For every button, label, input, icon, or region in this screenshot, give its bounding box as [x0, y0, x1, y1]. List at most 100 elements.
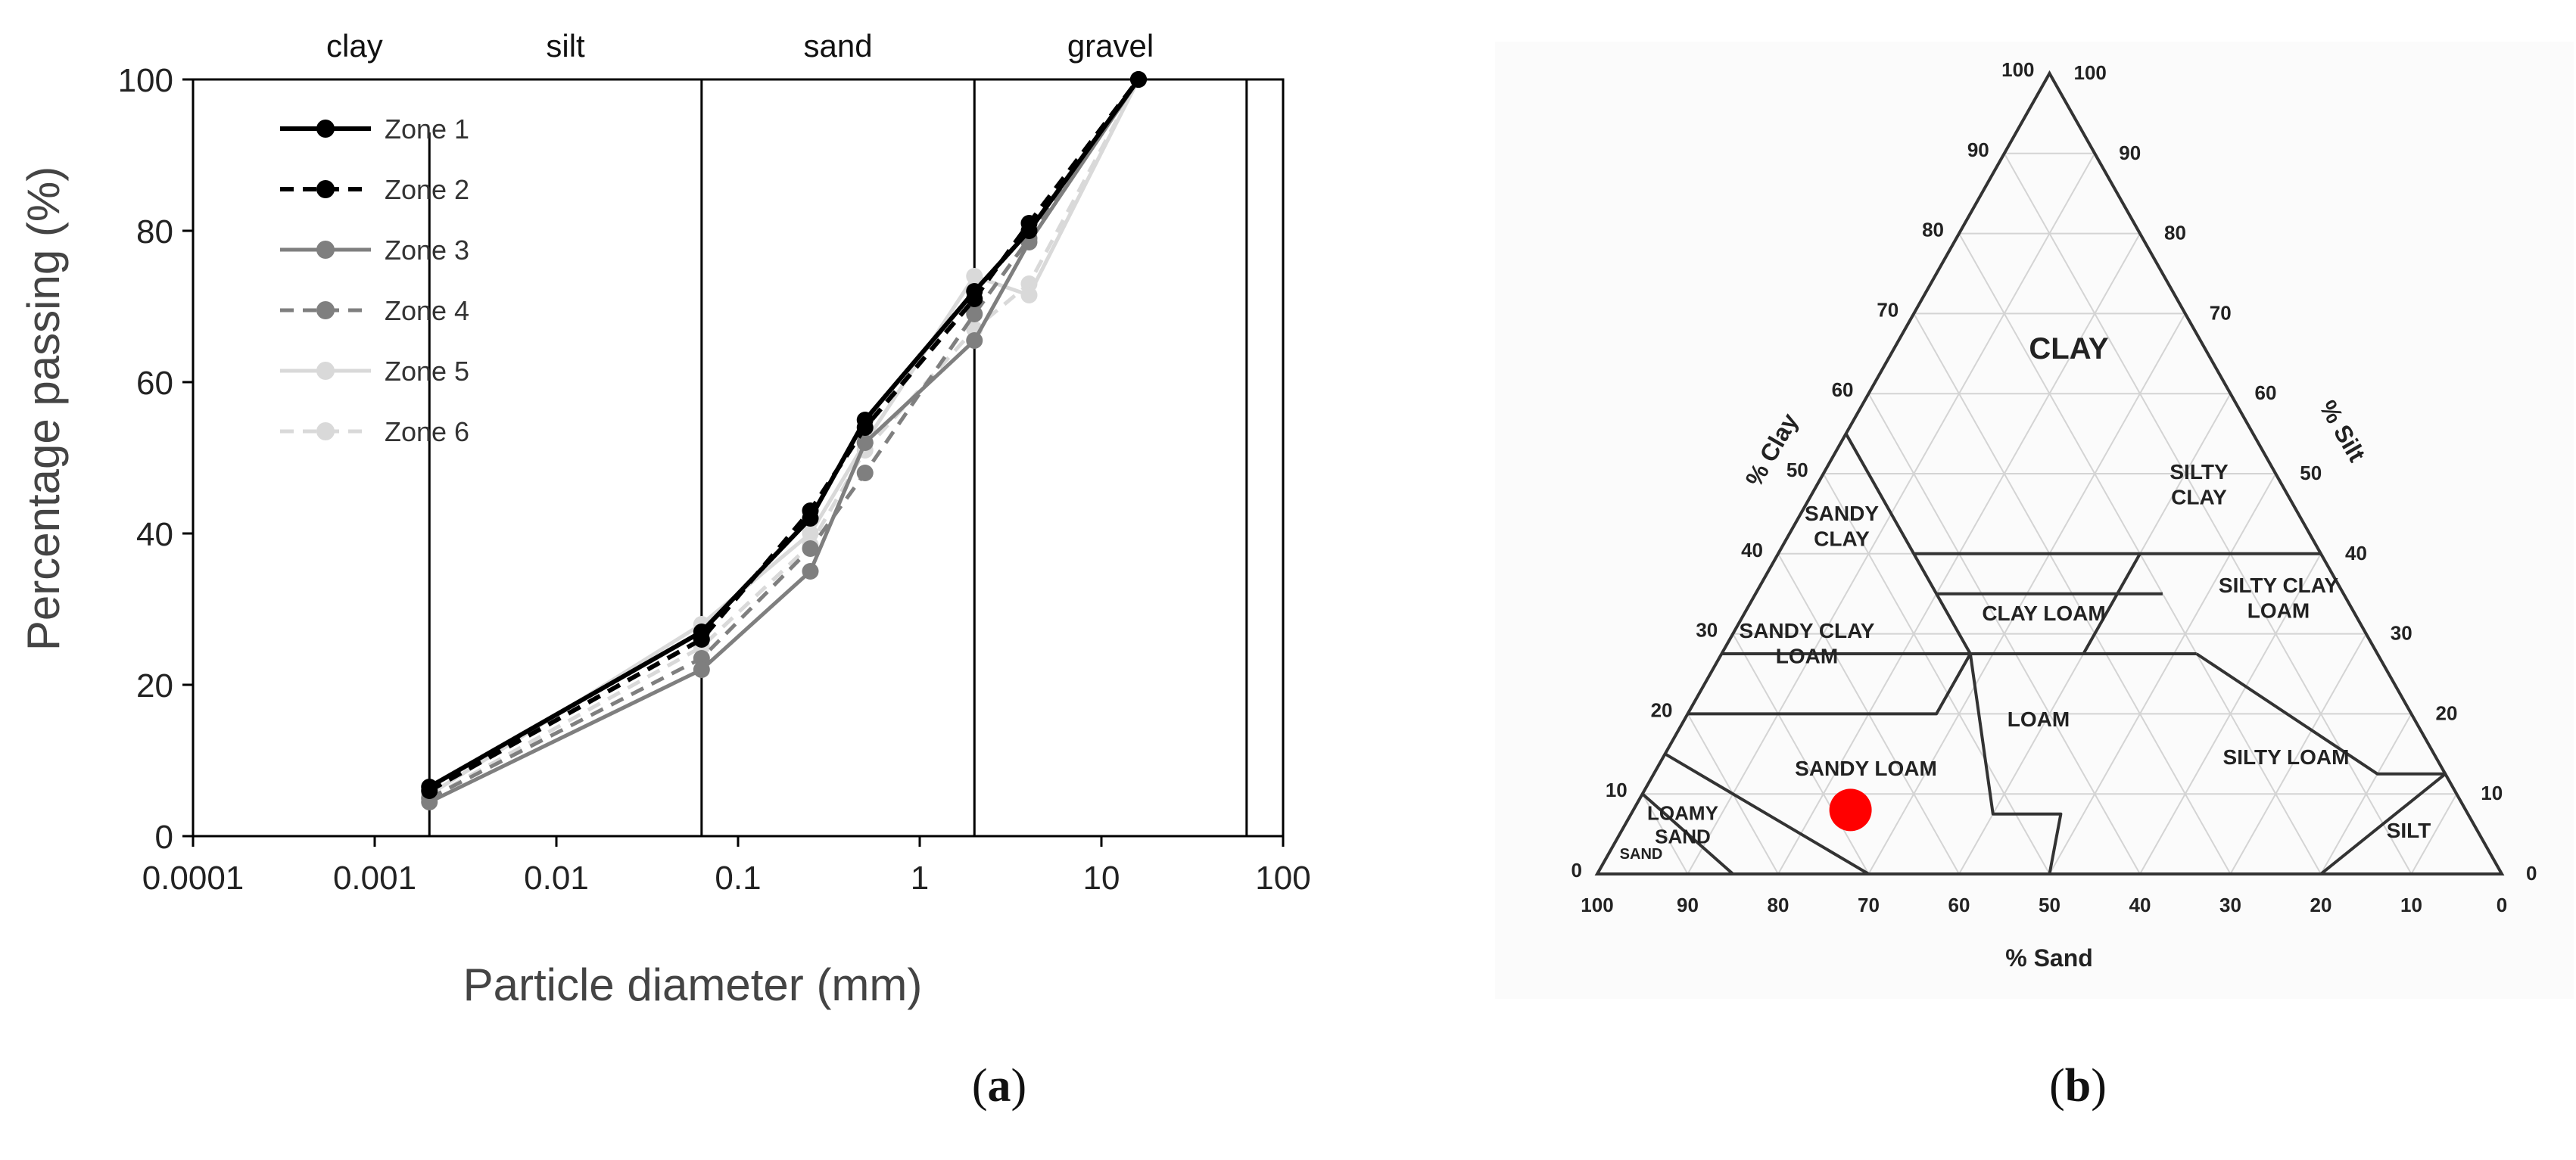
class-boundary	[2195, 652, 2447, 875]
data-point	[966, 283, 983, 300]
chart-legend: Zone 1 Zone 2 Zone 3 Zone 4 Zone 5 Zone 6	[280, 114, 469, 447]
x-tick-label: 1	[911, 860, 929, 897]
silt-tick-label: 30	[2391, 622, 2412, 645]
data-point	[1020, 287, 1038, 303]
x-tick-label: 0.0001	[142, 860, 245, 897]
texture-class-label: SILT	[2387, 819, 2431, 842]
texture-class-label: LOAM	[1776, 645, 1838, 668]
data-point	[802, 510, 819, 527]
texture-class-label: LOAMY	[1647, 802, 1718, 825]
texture-class-label: CLAY LOAM	[1982, 602, 2105, 625]
x-tick-label: 100	[1255, 860, 1310, 897]
clay-tick-label: 50	[1786, 459, 1808, 481]
sand-tick-label: 100	[1581, 894, 1613, 916]
data-point	[856, 465, 874, 481]
x-tick-label: 0.1	[715, 860, 761, 897]
series-zone-2	[421, 71, 1147, 799]
texture-class-label: CLAY	[2171, 486, 2227, 509]
series-zone-4	[421, 71, 1147, 807]
panel-a-caption: (a)	[972, 1060, 1026, 1112]
grain-size-chart: 0 20 40 60 80 100 0.0001 0.001 0.01 0.1 1 10 100 cla…	[18, 28, 1311, 1112]
legend-swatch-marker	[316, 362, 335, 380]
texture-class-label: SANDY	[1805, 502, 1879, 525]
silt-gridline	[2048, 473, 2277, 875]
texture-class-label: SAND	[1655, 826, 1711, 848]
legend-swatch-marker	[316, 241, 335, 259]
series-line	[428, 78, 1141, 801]
class-boundary	[1687, 653, 1972, 716]
size-class-label: silt	[546, 28, 585, 64]
x-axis-label: Particle diameter (mm)	[463, 959, 923, 1010]
series-line	[428, 78, 1141, 801]
texture-class-boundaries	[1641, 433, 2447, 875]
sand-gridline	[1822, 473, 2051, 875]
legend-label: Zone 2	[385, 174, 469, 205]
data-point	[693, 661, 710, 678]
panel-b-caption: (b)	[2049, 1060, 2107, 1112]
zone-series	[421, 71, 1147, 810]
clay-tick-label: 90	[1967, 138, 1989, 161]
sample-point	[1829, 788, 1872, 832]
silt-gridline	[2229, 633, 2367, 875]
texture-class-label: SILTY LOAM	[2223, 745, 2350, 769]
silt-gridline	[2320, 713, 2412, 875]
texture-class-label: SANDY CLAY	[1740, 619, 1875, 642]
legend-swatch-marker	[316, 422, 335, 440]
sand-tick-label: 10	[2400, 894, 2422, 916]
data-point	[802, 540, 819, 557]
size-class-label: gravel	[1067, 28, 1154, 64]
y-tick-label: 40	[136, 516, 173, 553]
y-tick-label: 60	[136, 365, 173, 402]
clay-tick-label: 80	[1922, 219, 1944, 241]
data-point	[856, 434, 874, 451]
clay-tick-label: 40	[1741, 539, 1763, 561]
silt-tick-label: 40	[2345, 542, 2367, 564]
data-point	[966, 306, 983, 322]
data-point	[802, 525, 819, 542]
series-line	[428, 78, 1141, 804]
series-zone-5	[421, 71, 1147, 803]
series-line	[428, 78, 1141, 789]
texture-class-label: SANDY LOAM	[1795, 757, 1937, 780]
sand-gridline	[1732, 633, 1870, 875]
grain-size-axes: 0 20 40 60 80 100 0.0001 0.001 0.01 0.1 1 10 100	[118, 62, 1311, 897]
x-tick-label: 0.01	[524, 860, 589, 897]
texture-class-label: CLAY	[1814, 527, 1870, 551]
y-tick-label: 80	[136, 213, 173, 250]
data-point	[802, 563, 819, 580]
sand-gridline	[1641, 793, 1689, 875]
size-class-labels: clay silt sand gravel	[326, 28, 1154, 64]
clay-tick-label: 70	[1877, 298, 1899, 321]
legend-swatch-marker	[316, 180, 335, 198]
class-boundary	[1664, 752, 1870, 875]
series-line	[428, 78, 1141, 793]
silt-tick-label: 70	[2210, 301, 2232, 324]
sand-tick-label: 30	[2219, 894, 2241, 916]
class-boundary	[2082, 552, 2141, 655]
sample-points	[1829, 788, 1872, 832]
legend-label: Zone 3	[385, 235, 469, 266]
silt-tick-label: 100	[2074, 61, 2107, 84]
sand-tick-label: 80	[1768, 894, 1789, 916]
series-zone-6	[421, 71, 1147, 807]
sand-tick-label: 60	[1948, 894, 1970, 916]
clay-tick-label: 100	[2001, 58, 2034, 81]
sand-tick-label: 40	[2129, 894, 2151, 916]
data-point	[1129, 71, 1147, 88]
texture-class-label: LOAM	[2008, 708, 2070, 731]
silt-tick-label: 50	[2300, 462, 2322, 484]
silt-tick-label: 80	[2164, 222, 2186, 244]
texture-class-label: SAND	[1620, 846, 1663, 863]
size-class-boundaries	[428, 79, 1248, 836]
clay-tick-label: 60	[1832, 378, 1854, 401]
y-tick-label: 20	[136, 667, 173, 704]
silt-gridline	[2139, 553, 2322, 875]
silt-tick-label: 0	[2526, 862, 2537, 885]
x-tick-label: 10	[1083, 860, 1120, 897]
class-boundary	[1968, 653, 2063, 875]
triangle-tick-labels: 0102030405060708090100010203040506070809…	[1571, 58, 2537, 916]
data-point	[693, 624, 710, 640]
y-tick-label: 0	[155, 819, 173, 856]
